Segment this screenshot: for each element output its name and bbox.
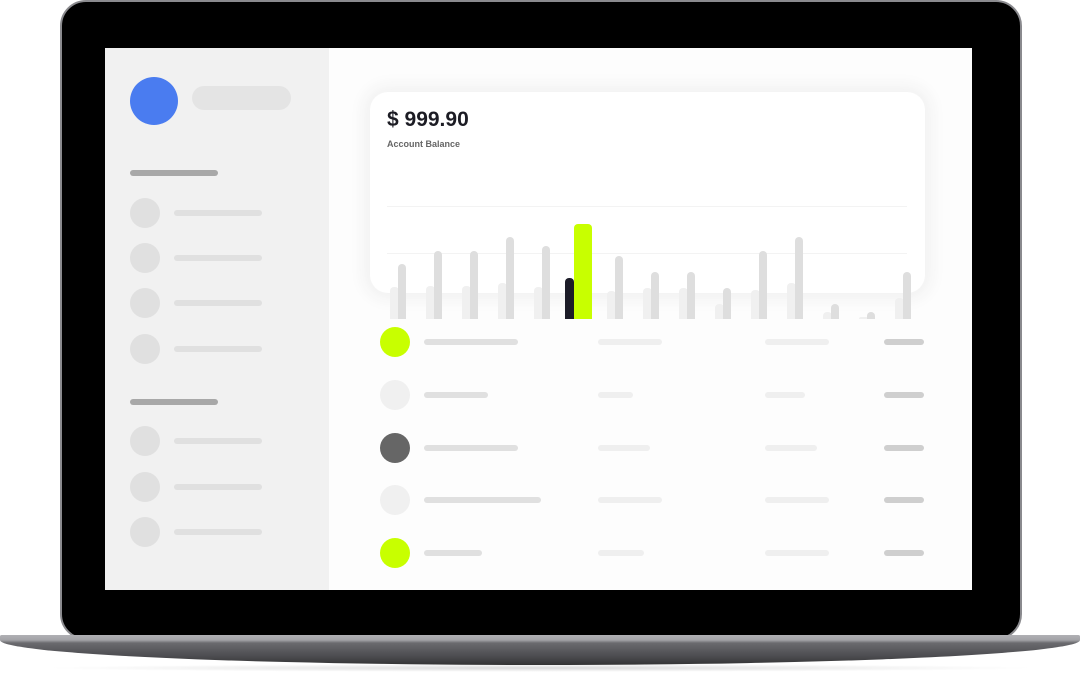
bar-secondary[interactable] xyxy=(787,283,797,319)
transaction-category-placeholder xyxy=(765,550,829,556)
transaction-name-placeholder xyxy=(424,550,482,556)
transaction-name-placeholder xyxy=(424,339,518,345)
transaction-row[interactable] xyxy=(380,537,925,569)
sidebar-item-label-placeholder xyxy=(174,438,262,444)
bar-secondary[interactable] xyxy=(823,312,833,319)
bar-primary[interactable] xyxy=(867,312,876,319)
transaction-icon xyxy=(380,433,410,463)
app-screen: $ 999.90 Account Balance xyxy=(105,48,972,590)
bar-secondary[interactable] xyxy=(714,304,724,319)
bar-secondary[interactable] xyxy=(895,298,905,319)
transaction-category-placeholder xyxy=(765,339,829,345)
sidebar-item-icon xyxy=(130,243,160,273)
transaction-name-placeholder xyxy=(424,392,488,398)
bar-secondary[interactable] xyxy=(751,290,760,319)
sidebar-item[interactable] xyxy=(130,243,270,273)
transaction-date-placeholder xyxy=(598,445,650,451)
transaction-icon xyxy=(380,380,410,410)
bar-primary[interactable] xyxy=(434,251,443,319)
bar-secondary[interactable] xyxy=(678,288,688,319)
laptop-shadow xyxy=(40,664,1040,672)
transaction-date-placeholder xyxy=(598,339,662,345)
transaction-row[interactable] xyxy=(380,326,925,358)
sidebar-item[interactable] xyxy=(130,426,270,456)
sidebar-item-icon xyxy=(130,472,160,502)
transaction-amount-placeholder xyxy=(884,445,924,451)
bar-primary[interactable] xyxy=(795,237,804,319)
bar-secondary[interactable] xyxy=(859,317,869,319)
sidebar-item-label-placeholder xyxy=(174,255,262,261)
bar-primary[interactable] xyxy=(831,304,840,319)
sidebar-item-icon xyxy=(130,198,160,228)
bar-highlight-secondary[interactable] xyxy=(564,278,574,319)
transaction-icon xyxy=(380,538,410,568)
transaction-category-placeholder xyxy=(765,445,817,451)
sidebar-item[interactable] xyxy=(130,472,270,502)
bar-primary[interactable] xyxy=(903,272,912,319)
transaction-icon xyxy=(380,485,410,515)
balance-label: Account Balance xyxy=(387,139,461,149)
sidebar-item[interactable] xyxy=(130,517,270,547)
sidebar-item[interactable] xyxy=(130,288,270,318)
bar-secondary[interactable] xyxy=(534,287,544,319)
username-placeholder xyxy=(192,86,291,110)
balance-bar-chart xyxy=(370,92,925,319)
transaction-date-placeholder xyxy=(598,550,644,556)
sidebar-item-label-placeholder xyxy=(174,300,262,306)
transaction-amount-placeholder xyxy=(884,550,924,556)
bar-secondary[interactable] xyxy=(498,283,508,319)
bar-primary[interactable] xyxy=(470,251,479,319)
bar-secondary[interactable] xyxy=(462,286,472,319)
transaction-date-placeholder xyxy=(598,497,662,503)
bar-primary[interactable] xyxy=(722,288,731,319)
transaction-amount-placeholder xyxy=(884,497,924,503)
transaction-amount-placeholder xyxy=(884,392,924,398)
sidebar-item[interactable] xyxy=(130,198,270,228)
bar-primary[interactable] xyxy=(614,256,623,319)
sidebar-item-icon xyxy=(130,517,160,547)
sidebar-item-icon xyxy=(130,334,160,364)
bar-secondary[interactable] xyxy=(606,291,616,319)
transaction-category-placeholder xyxy=(765,497,829,503)
account-balance-card: $ 999.90 Account Balance xyxy=(370,92,925,319)
transaction-name-placeholder xyxy=(424,445,518,451)
sidebar-item-label-placeholder xyxy=(174,346,262,352)
bar-primary[interactable] xyxy=(686,272,695,319)
gridline xyxy=(387,253,907,254)
bar-primary[interactable] xyxy=(759,251,767,319)
transaction-row[interactable] xyxy=(380,484,925,516)
balance-amount: $ 999.90 xyxy=(387,108,469,131)
transaction-date-placeholder xyxy=(598,392,633,398)
user-avatar[interactable] xyxy=(130,77,178,125)
gridline xyxy=(387,206,907,207)
transaction-name-placeholder xyxy=(424,497,541,503)
sidebar xyxy=(105,48,329,590)
bar-secondary[interactable] xyxy=(642,288,652,319)
bar-secondary[interactable] xyxy=(426,286,436,319)
sidebar-item-label-placeholder xyxy=(174,210,262,216)
transaction-icon xyxy=(380,327,410,357)
transaction-amount-placeholder xyxy=(884,339,924,345)
laptop-base xyxy=(0,635,1080,665)
sidebar-item-label-placeholder xyxy=(174,484,262,490)
sidebar-item-label-placeholder xyxy=(174,529,262,535)
bar-primary[interactable] xyxy=(542,246,551,319)
transaction-category-placeholder xyxy=(765,392,805,398)
transaction-row[interactable] xyxy=(380,432,925,464)
sidebar-item-icon xyxy=(130,288,160,318)
section-heading-placeholder xyxy=(130,399,218,405)
sidebar-item[interactable] xyxy=(130,334,270,364)
transaction-row[interactable] xyxy=(380,379,925,411)
section-heading-placeholder xyxy=(130,170,218,176)
bar-highlight-primary[interactable] xyxy=(573,224,592,319)
bar-primary[interactable] xyxy=(398,264,406,319)
bar-primary[interactable] xyxy=(506,237,515,319)
sidebar-item-icon xyxy=(130,426,160,456)
bar-primary[interactable] xyxy=(650,272,659,319)
bar-secondary[interactable] xyxy=(390,287,399,319)
